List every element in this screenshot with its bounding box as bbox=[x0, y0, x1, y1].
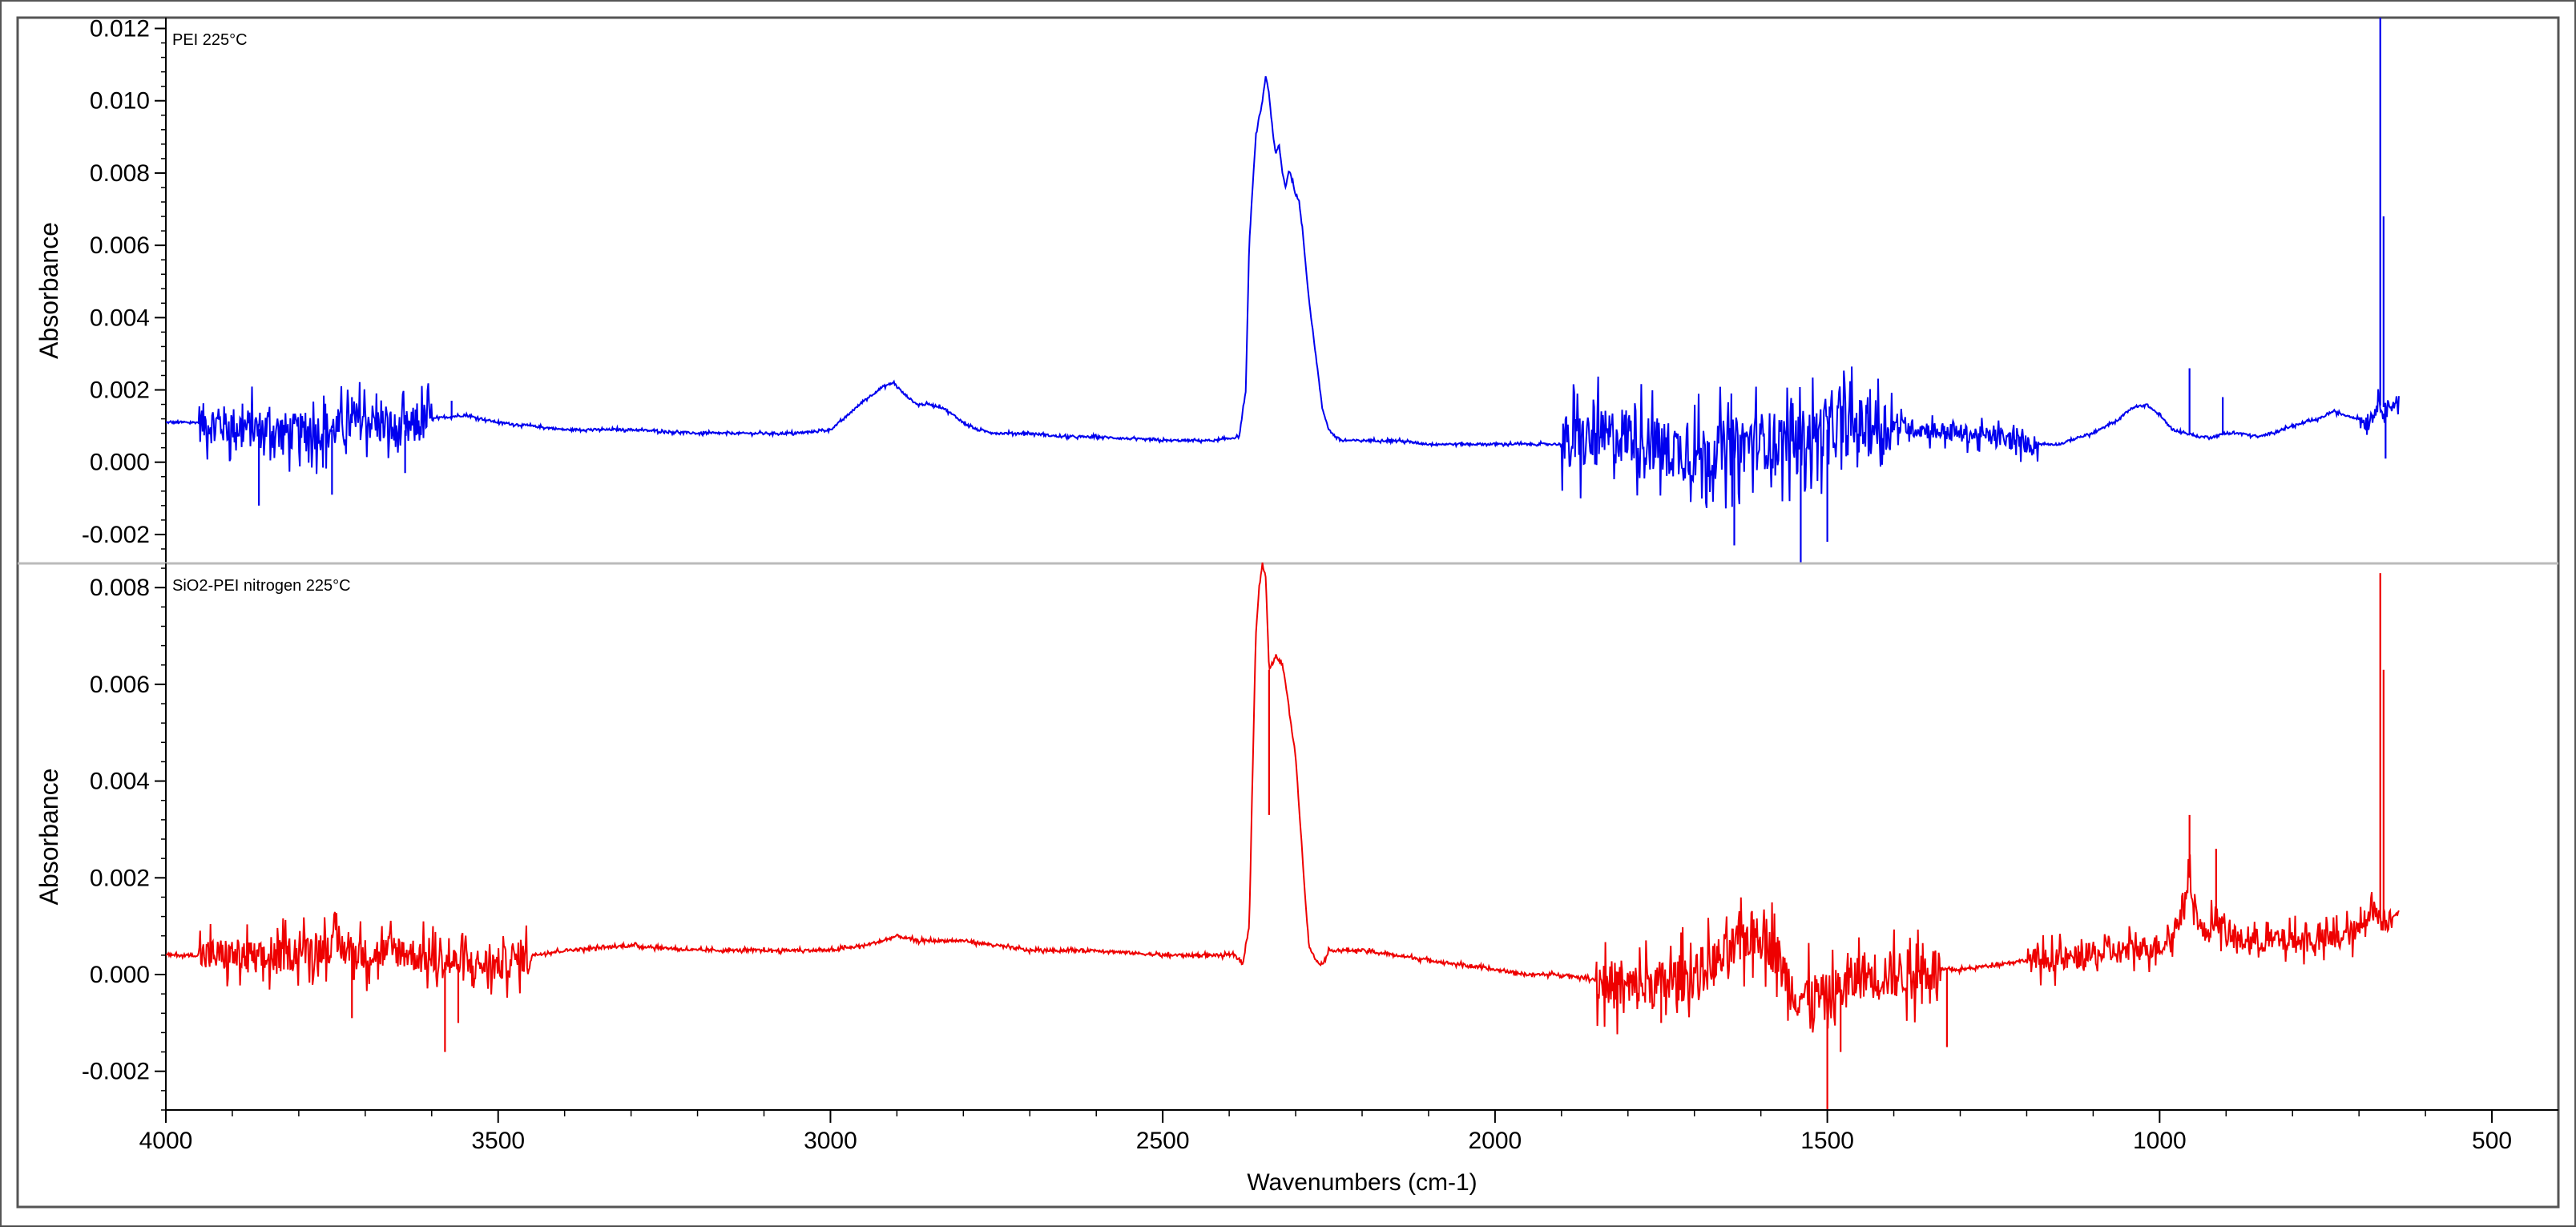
x-tick-label: 500 bbox=[2472, 1128, 2512, 1154]
spectrum-line bbox=[165, 76, 2400, 509]
y-tick-label: 0.002 bbox=[90, 377, 150, 404]
y-tick-label: -0.002 bbox=[82, 1059, 150, 1085]
y-tick-label: 0.004 bbox=[90, 769, 150, 795]
y-axis-label: Absorbance bbox=[34, 769, 63, 906]
plot-layer: 0.012 0.010 0.008 0.006 0.004 0.002 0.000 -0.00… bbox=[18, 16, 2558, 1154]
y-tick-label: 0.002 bbox=[90, 865, 150, 891]
x-tick-label: 4000 bbox=[139, 1128, 193, 1154]
y-tick-label: 0.006 bbox=[90, 232, 150, 259]
x-tick-label: 1000 bbox=[2133, 1128, 2187, 1154]
chart-frame bbox=[16, 16, 2560, 1209]
panel-label: SiO2-PEI nitrogen 225°C bbox=[172, 577, 351, 595]
y-axis-label: Absorbance bbox=[34, 222, 63, 359]
y-tick-label: 0.006 bbox=[90, 672, 150, 698]
panel-label: PEI 225°C bbox=[172, 31, 248, 49]
x-axis-label: Wavenumbers (cm-1) bbox=[1247, 1169, 1477, 1196]
x-tick-label: 2500 bbox=[1136, 1128, 1190, 1154]
panel-1: 0.012 0.010 0.008 0.006 0.004 0.002 0.000 -0.00… bbox=[18, 16, 2558, 565]
x-tick-label: 3000 bbox=[804, 1128, 857, 1154]
y-tick-label: 0.012 bbox=[90, 16, 150, 42]
x-tick-label: 1500 bbox=[1800, 1128, 1854, 1154]
y-tick-label: 0.004 bbox=[90, 305, 150, 331]
y-tick-label: 0.010 bbox=[90, 88, 150, 115]
y-tick-label: -0.002 bbox=[82, 522, 150, 548]
x-tick-label: 2000 bbox=[1469, 1128, 1522, 1154]
y-tick-label: 0.008 bbox=[90, 575, 150, 601]
x-tick-label: 3500 bbox=[471, 1128, 525, 1154]
y-tick-label: 0.000 bbox=[90, 962, 150, 988]
y-tick-label: 0.000 bbox=[90, 450, 150, 476]
spectrum-line bbox=[165, 562, 2400, 1035]
y-tick-label: 0.008 bbox=[90, 160, 150, 187]
panel-2: 0.008 0.006 0.004 0.002 0.000 -0.002 Absorbanc… bbox=[34, 562, 2400, 1111]
